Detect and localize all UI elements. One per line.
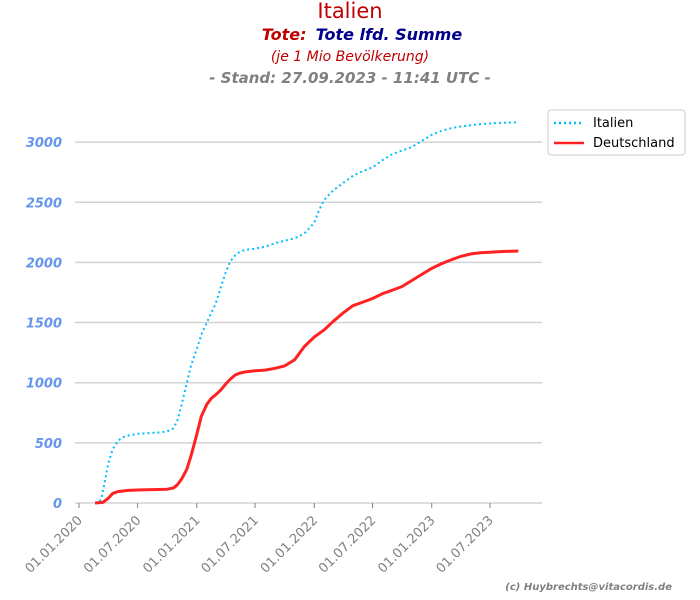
x-tick-label: 01.07.2023 xyxy=(434,513,497,576)
credit-text: (c) Huybrechts@vitacordis.de xyxy=(505,582,672,593)
series-line-italien xyxy=(94,121,519,504)
x-tick-label: 01.01.2022 xyxy=(258,513,321,576)
legend-label-deutschland: Deutschland xyxy=(593,136,675,151)
legend: Italien Deutschland xyxy=(547,109,686,156)
subtitle-prefix: Tote: xyxy=(262,25,307,44)
y-tick-label: 1500 xyxy=(26,317,62,332)
chart-stand: - Stand: 27.09.2023 - 11:41 UTC - xyxy=(209,69,491,87)
y-tick-label: 0 xyxy=(53,497,62,512)
chart-subtitle: Tote: Tote lfd. Summe xyxy=(262,25,463,44)
x-axis-ticks: 01.01.202001.07.202001.01.202101.07.2021… xyxy=(23,503,497,576)
x-tick-label: 01.07.2021 xyxy=(199,513,262,576)
x-tick-label: 01.07.2022 xyxy=(316,513,379,576)
series-line-deutschland xyxy=(94,249,519,505)
chart-note: (je 1 Mio Bevölkerung) xyxy=(271,49,429,65)
x-tick-label: 01.01.2021 xyxy=(140,513,203,576)
y-tick-label: 1000 xyxy=(26,377,62,392)
legend-label-italien: Italien xyxy=(593,116,633,131)
x-tick-label: 01.07.2020 xyxy=(81,513,144,576)
y-tick-label: 2500 xyxy=(26,196,62,211)
y-tick-label: 2000 xyxy=(26,256,62,271)
y-axis-ticks: 0 500 1000 1500 2000 2500 3000 xyxy=(26,136,62,512)
y-tick-label: 3000 xyxy=(26,136,62,151)
y-tick-label: 500 xyxy=(35,437,62,452)
grid xyxy=(75,141,542,504)
subtitle-main: Tote lfd. Summe xyxy=(316,25,463,44)
x-tick-label: 01.01.2023 xyxy=(375,513,438,576)
series-lines xyxy=(94,121,519,505)
x-tick-label: 01.01.2020 xyxy=(23,513,86,576)
chart-title: Italien xyxy=(317,0,382,23)
